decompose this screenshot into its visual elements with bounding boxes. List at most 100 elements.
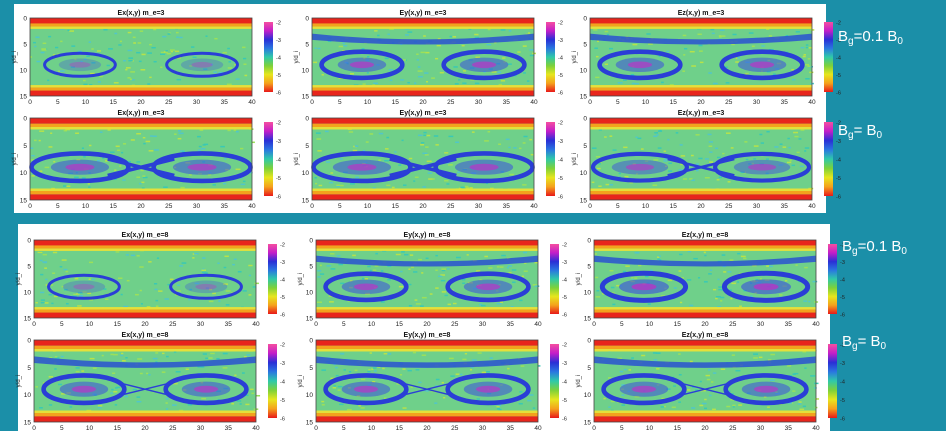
heatmap-texture-cell [59, 70, 65, 72]
heatmap-texture-cell [465, 187, 470, 189]
heatmap-texture-cell [809, 71, 814, 74]
heatmap-texture-cell [384, 57, 389, 60]
heatmap-texture-cell [165, 355, 169, 358]
heatmap-texture-cell [192, 56, 197, 59]
heatmap-texture-cell [34, 45, 37, 48]
heatmap-texture-cell [707, 369, 711, 371]
island-ring-outer [43, 51, 117, 78]
x-tick-label: 40 [808, 99, 816, 106]
x-tick-label: 30 [753, 203, 761, 210]
heatmap-texture-cell [814, 387, 817, 389]
heatmap-texture-cell [175, 31, 179, 34]
heatmap-texture-cell [697, 277, 701, 279]
heatmap-texture-cell [48, 357, 53, 359]
heatmap-texture-cell [342, 42, 345, 45]
heatmap-texture-cell [202, 144, 206, 146]
boundary-band-top-inner [590, 123, 812, 128]
heatmap-texture-cell [407, 81, 410, 84]
label-bg-weak-top: Bg=0.1 B0 [838, 28, 903, 47]
heatmap-texture-cell [76, 293, 80, 295]
heatmap-texture-cell [524, 262, 527, 264]
heatmap-texture-cell [735, 61, 739, 63]
heatmap-texture-cell [751, 162, 755, 165]
heatmap-texture-cell [791, 68, 794, 71]
heatmap-texture-cell [427, 172, 433, 174]
heatmap-texture-cell [523, 135, 528, 138]
heatmap-panel-11: Ey(x,y) m_e=8 0 5 10 15 20 25 30 35 40 0 5 10 15 y/d_i… [298, 332, 567, 431]
heatmap-texture-cell [321, 400, 325, 403]
heatmap-texture-cell [402, 407, 407, 409]
heatmap-texture-cell [500, 29, 506, 31]
heatmap-texture-cell [201, 397, 207, 400]
colorbar-tick-label: -4 [836, 56, 841, 62]
heatmap-texture-cell [380, 270, 384, 272]
heatmap-texture-cell [795, 264, 798, 266]
island-hotspot [747, 163, 777, 171]
heatmap-texture-cell [802, 405, 807, 408]
heatmap-texture-cell [604, 136, 607, 138]
heatmap-texture-cell [369, 352, 372, 354]
heatmap-texture-cell [140, 303, 143, 305]
heatmap-title: Ex(x,y) m_e=8 [122, 332, 169, 339]
heatmap-texture-cell [136, 255, 140, 257]
heatmap-texture-cell [635, 173, 639, 175]
heatmap-texture-cell [788, 146, 791, 149]
heatmap-texture-cell [760, 142, 765, 144]
island-ring-outer [597, 49, 683, 81]
heatmap-texture-cell [500, 80, 506, 82]
heatmap-texture-cell [136, 161, 141, 163]
heatmap-texture-cell [414, 299, 418, 301]
heatmap-texture-cell [474, 33, 479, 36]
heatmap-texture-cell [605, 183, 610, 186]
heatmap-texture-cell [443, 396, 446, 399]
heatmap-texture-cell [745, 72, 749, 75]
heatmap-texture-cell [122, 143, 127, 145]
heatmap-texture-cell [101, 354, 104, 357]
boundary-band-top [34, 240, 256, 246]
y-axis-label: y/d_i [298, 273, 304, 286]
island-ring-outer [719, 49, 805, 81]
y-tick-label: 0 [587, 338, 591, 345]
heatmap-texture-cell [718, 36, 722, 38]
x-tick-label: 35 [785, 321, 793, 328]
heatmap-texture-cell [82, 79, 86, 82]
heatmap-texture-cell [690, 154, 694, 157]
heatmap-texture-cell [52, 272, 56, 274]
heatmap-texture-cell [166, 52, 172, 55]
x-tick-label: 5 [56, 203, 60, 210]
heatmap-texture-cell [228, 61, 231, 63]
heatmap-texture-cell [89, 84, 93, 86]
heatmap-texture-cell [686, 279, 692, 281]
heatmap-texture-cell [372, 381, 376, 383]
heatmap-texture-cell [180, 150, 185, 152]
heatmap-texture-cell [420, 51, 426, 54]
y-tick-label: 5 [309, 264, 313, 271]
heatmap-texture-cell [115, 145, 120, 148]
heatmap-texture-cell [315, 132, 321, 134]
heatmap-texture-cell [804, 63, 810, 66]
heatmap-texture-cell [339, 403, 344, 406]
colorbar-tick-label: -3 [558, 38, 563, 44]
x-tick-label: 35 [507, 425, 515, 431]
colorbar-tick-label: -6 [836, 195, 841, 201]
heatmap-texture-cell [609, 47, 614, 50]
x-tick-label: 15 [674, 321, 682, 328]
heatmap-texture-cell [480, 304, 486, 307]
boundary-band-top-inner [312, 23, 534, 27]
y-axis-label: y/d_i [298, 375, 304, 388]
heatmap-texture-cell [534, 285, 540, 287]
heatmap-texture-cell [794, 135, 799, 138]
heatmap-texture-cell [609, 269, 614, 272]
heatmap-texture-cell [222, 182, 227, 185]
y-tick-label: 0 [23, 116, 27, 123]
y-tick-label: 0 [305, 16, 309, 23]
heatmap-texture-cell [399, 374, 403, 376]
colorbar-tick-label: -6 [840, 417, 845, 423]
heatmap-texture-cell [400, 79, 405, 81]
heatmap-texture-cell [722, 152, 725, 155]
heatmap-texture-cell [408, 157, 413, 160]
heatmap-title: Ey(x,y) m_e=8 [404, 332, 451, 339]
boundary-band-bottom-edge [594, 410, 816, 413]
boundary-band-top-inner [590, 23, 812, 27]
heatmap-panel-9: Ez(x,y) m_e=8 0 5 10 15 20 25 30 35 40 0 5 10 15 y/d_i… [576, 232, 845, 328]
